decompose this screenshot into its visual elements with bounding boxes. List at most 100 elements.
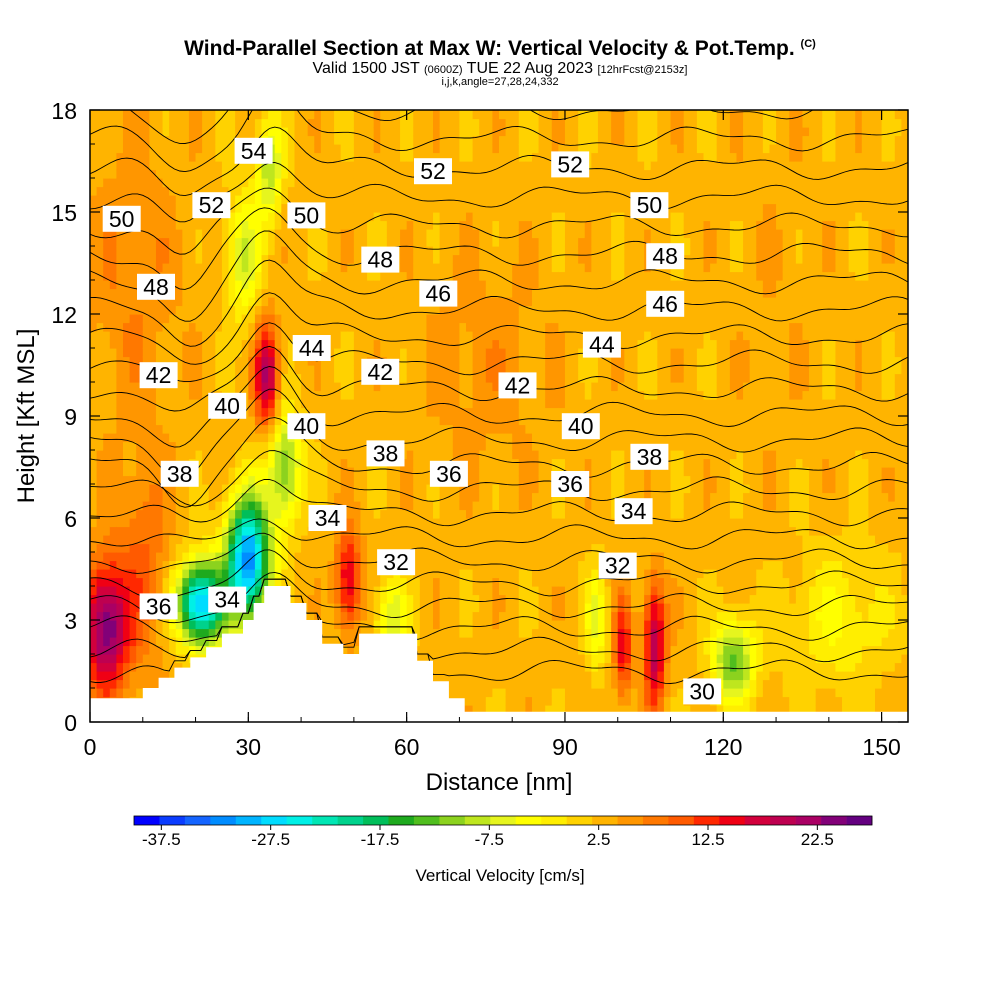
velocity-cell <box>202 178 210 188</box>
velocity-cell <box>182 212 190 222</box>
velocity-cell <box>538 254 546 264</box>
velocity-cell <box>122 237 131 247</box>
velocity-cell <box>452 679 461 689</box>
velocity-cell <box>169 509 177 519</box>
velocity-cell <box>406 416 414 426</box>
velocity-cell <box>136 161 144 171</box>
velocity-cell <box>499 271 507 281</box>
velocity-cell <box>307 118 315 128</box>
velocity-cell <box>175 212 183 222</box>
velocity-cell <box>492 280 500 290</box>
velocity-cell <box>169 424 177 434</box>
velocity-cell <box>347 492 355 502</box>
velocity-cell <box>367 552 375 562</box>
velocity-cell <box>353 144 362 154</box>
velocity-cell <box>419 144 428 154</box>
velocity-cell <box>334 263 342 273</box>
velocity-cell <box>287 552 296 562</box>
velocity-cell <box>235 263 243 273</box>
velocity-cell <box>122 603 131 613</box>
velocity-cell <box>327 118 335 128</box>
velocity-cell <box>109 458 117 468</box>
velocity-cell <box>367 322 375 332</box>
velocity-cell <box>380 628 388 638</box>
velocity-cell <box>116 373 124 383</box>
velocity-cell <box>90 458 98 468</box>
velocity-cell <box>175 399 183 409</box>
velocity-cell <box>228 254 236 264</box>
velocity-cell <box>142 518 150 528</box>
velocity-cell <box>116 467 124 477</box>
velocity-cell <box>116 645 124 655</box>
velocity-cell <box>386 382 395 392</box>
velocity-cell <box>518 305 526 315</box>
velocity-cell <box>393 237 401 247</box>
velocity-cell <box>254 203 263 213</box>
velocity-cell <box>386 416 395 426</box>
velocity-cell <box>228 611 236 621</box>
velocity-cell <box>248 280 256 290</box>
velocity-cell <box>340 365 348 375</box>
velocity-cell <box>452 620 461 630</box>
velocity-cell <box>393 594 401 604</box>
velocity-cell <box>413 339 421 349</box>
velocity-cell <box>386 322 395 332</box>
velocity-cell <box>301 271 309 281</box>
velocity-cell <box>505 254 513 264</box>
velocity-cell <box>439 543 447 553</box>
velocity-cell <box>155 263 164 273</box>
velocity-cell <box>162 220 170 230</box>
velocity-cell <box>228 628 236 638</box>
velocity-cell <box>334 220 342 230</box>
velocity-cell <box>90 135 98 145</box>
velocity-cell <box>499 220 507 230</box>
velocity-cell <box>459 620 467 630</box>
velocity-cell <box>195 169 203 179</box>
velocity-cell <box>505 688 513 698</box>
velocity-cell <box>241 492 249 502</box>
velocity-cell <box>142 509 150 519</box>
velocity-cell <box>459 509 467 519</box>
velocity-cell <box>129 424 137 434</box>
velocity-cell <box>116 543 124 553</box>
velocity-cell <box>525 365 533 375</box>
velocity-cell <box>367 348 375 358</box>
velocity-cell <box>221 322 230 332</box>
velocity-cell <box>116 161 124 171</box>
velocity-cell <box>248 331 256 341</box>
velocity-cell <box>129 305 137 315</box>
velocity-cell <box>314 382 322 392</box>
velocity-cell <box>162 441 170 451</box>
velocity-cell <box>221 297 230 307</box>
velocity-cell <box>195 246 203 256</box>
velocity-cell <box>248 297 256 307</box>
velocity-cell <box>142 305 150 315</box>
velocity-cell <box>459 560 467 570</box>
velocity-cell <box>347 135 355 145</box>
velocity-cell <box>103 688 111 698</box>
velocity-cell <box>195 135 203 145</box>
velocity-cell <box>90 203 98 213</box>
velocity-cell <box>545 645 553 655</box>
velocity-cell <box>400 382 408 392</box>
velocity-cell <box>202 186 210 196</box>
velocity-cell <box>439 195 447 205</box>
velocity-cell <box>136 620 144 630</box>
velocity-cell <box>162 144 170 154</box>
velocity-cell <box>268 552 276 562</box>
velocity-cell <box>439 645 447 655</box>
velocity-cell <box>353 492 362 502</box>
velocity-cell <box>195 467 203 477</box>
velocity-cell <box>485 569 494 579</box>
velocity-cell <box>96 552 104 562</box>
velocity-cell <box>116 186 124 196</box>
velocity-cell <box>248 424 256 434</box>
velocity-cell <box>268 161 276 171</box>
velocity-cell <box>485 348 494 358</box>
velocity-cell <box>479 450 487 460</box>
velocity-cell <box>294 237 302 247</box>
velocity-cell <box>426 637 434 647</box>
chart-subtitle: Valid 1500 JST (0600Z) TUE 22 Aug 2023 [… <box>0 60 1000 78</box>
velocity-cell <box>248 237 256 247</box>
velocity-cell <box>314 288 322 298</box>
